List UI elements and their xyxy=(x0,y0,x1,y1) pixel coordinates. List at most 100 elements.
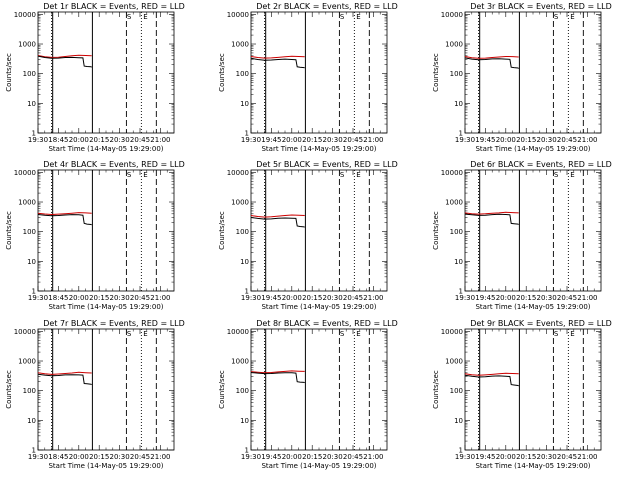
y-tick-label: 10000 xyxy=(227,169,249,177)
x-tick-label: 20:30 xyxy=(323,453,343,461)
marker-annotation: S xyxy=(127,171,132,179)
y-tick-label: 10000 xyxy=(441,328,463,336)
series-events xyxy=(37,214,92,226)
x-tick-label: 20:30 xyxy=(537,136,557,144)
plot-frame xyxy=(250,328,388,451)
y-tick-label: 10000 xyxy=(441,169,463,177)
x-tick-label: 21:00 xyxy=(150,453,170,461)
y-tick-label: 100 xyxy=(23,70,36,78)
x-tick-label: 20:00 xyxy=(496,136,516,144)
x-tick-label: 20:30 xyxy=(323,294,343,302)
plot-frame xyxy=(37,328,175,451)
series-events xyxy=(250,217,305,228)
y-tick-label: 1000 xyxy=(445,41,463,49)
series-lld xyxy=(464,55,519,59)
plot-frame xyxy=(464,169,602,292)
y-tick-label: 1 xyxy=(459,447,463,455)
series-events xyxy=(464,57,519,69)
series-lld xyxy=(250,370,305,374)
x-tick-label: 20:15 xyxy=(89,294,109,302)
x-tick-label: 20:45 xyxy=(343,294,363,302)
y-tick-label: 100 xyxy=(23,387,36,395)
x-tick-label: 19:45 xyxy=(261,294,281,302)
y-tick-label: 10 xyxy=(454,417,463,425)
x-tick-label: 21:00 xyxy=(577,136,597,144)
chart-title: Det 5r BLACK = Events, RED = LLD xyxy=(256,160,398,169)
x-tick-label: 20:00 xyxy=(69,136,89,144)
y-axis-label: Counts/sec xyxy=(218,370,226,409)
x-tick-label: 20:45 xyxy=(130,136,150,144)
x-tick-label: 21:00 xyxy=(363,453,383,461)
y-tick-label: 1000 xyxy=(231,199,249,207)
y-axis-label: Counts/sec xyxy=(218,53,226,92)
series-lld xyxy=(464,211,519,215)
chart-title: Det 7r BLACK = Events, RED = LLD xyxy=(43,319,185,328)
x-axis-label: Start Time (14-May-05 19:29:00) xyxy=(475,145,590,153)
chart-title: Det 4r BLACK = Events, RED = LLD xyxy=(43,160,185,169)
x-tick-label: 21:00 xyxy=(150,136,170,144)
series-events xyxy=(250,57,305,69)
chart-panel-3: Det 3r BLACK = Events, RED = LLD 1 10 100 10… xyxy=(432,2,612,153)
marker-annotation: E xyxy=(143,171,147,179)
y-tick-label: 1000 xyxy=(445,358,463,366)
plot-frame xyxy=(250,169,388,292)
marker-annotation: E xyxy=(570,171,574,179)
x-tick-label: 20:00 xyxy=(282,136,302,144)
marker-annotation: S xyxy=(554,13,559,21)
series-lld xyxy=(37,212,92,216)
marker-annotation: E xyxy=(356,13,360,21)
marker-annotation: S xyxy=(340,171,345,179)
y-tick-label: 1 xyxy=(245,288,249,296)
x-tick-label: 20:15 xyxy=(516,294,536,302)
x-tick-label: 19:45 xyxy=(475,453,495,461)
y-tick-label: 1000 xyxy=(18,199,36,207)
y-tick-label: 1 xyxy=(32,447,36,455)
x-tick-label: 20:00 xyxy=(496,294,516,302)
x-tick-label: 19:30 xyxy=(455,453,475,461)
y-tick-label: 1 xyxy=(459,288,463,296)
y-axis-label: Counts/sec xyxy=(432,53,440,92)
y-tick-label: 10 xyxy=(240,417,249,425)
x-axis-label: Start Time (14-May-05 19:29:00) xyxy=(475,303,590,311)
marker-annotation: S xyxy=(127,330,132,338)
x-tick-label: 20:00 xyxy=(282,453,302,461)
y-tick-label: 1000 xyxy=(231,358,249,366)
y-tick-label: 10 xyxy=(240,100,249,108)
x-tick-label: 20:45 xyxy=(130,294,150,302)
y-tick-label: 100 xyxy=(236,70,249,78)
x-tick-label: 20:00 xyxy=(69,294,89,302)
x-axis-label: Start Time (14-May-05 19:29:00) xyxy=(261,462,376,470)
x-tick-label: 20:15 xyxy=(302,453,322,461)
x-tick-label: 19:30 xyxy=(455,136,475,144)
marker-annotation: S xyxy=(554,171,559,179)
y-tick-label: 100 xyxy=(23,228,36,236)
x-tick-label: 20:15 xyxy=(302,294,322,302)
plot-frame xyxy=(250,11,388,134)
series-lld xyxy=(37,54,92,58)
x-axis-label: Start Time (14-May-05 19:29:00) xyxy=(48,145,163,153)
plot-frame xyxy=(464,328,602,451)
y-tick-label: 10000 xyxy=(227,11,249,19)
x-tick-label: 20:15 xyxy=(89,136,109,144)
x-tick-label: 19:45 xyxy=(475,136,495,144)
series-lld xyxy=(464,372,519,376)
marker-annotation: E xyxy=(570,330,574,338)
y-axis-label: Counts/sec xyxy=(5,53,13,92)
x-tick-label: 19:30 xyxy=(28,294,48,302)
y-tick-label: 10 xyxy=(27,417,36,425)
x-tick-label: 20:30 xyxy=(110,136,130,144)
y-tick-label: 10 xyxy=(240,258,249,266)
x-tick-label: 20:30 xyxy=(537,294,557,302)
x-axis-label: Start Time (14-May-05 19:29:00) xyxy=(261,145,376,153)
x-tick-label: 20:00 xyxy=(282,294,302,302)
y-tick-label: 100 xyxy=(450,228,463,236)
x-tick-label: 20:30 xyxy=(537,453,557,461)
chart-title: Det 3r BLACK = Events, RED = LLD xyxy=(470,2,612,11)
marker-annotation: S xyxy=(127,13,132,21)
chart-panel-1: Det 1r BLACK = Events, RED = LLD 1 10 100 10… xyxy=(5,2,185,153)
y-tick-label: 10 xyxy=(454,100,463,108)
x-tick-label: 19:45 xyxy=(261,136,281,144)
x-tick-label: 21:00 xyxy=(577,294,597,302)
x-tick-label: 20:00 xyxy=(69,453,89,461)
chart-title: Det 1r BLACK = Events, RED = LLD xyxy=(43,2,185,11)
